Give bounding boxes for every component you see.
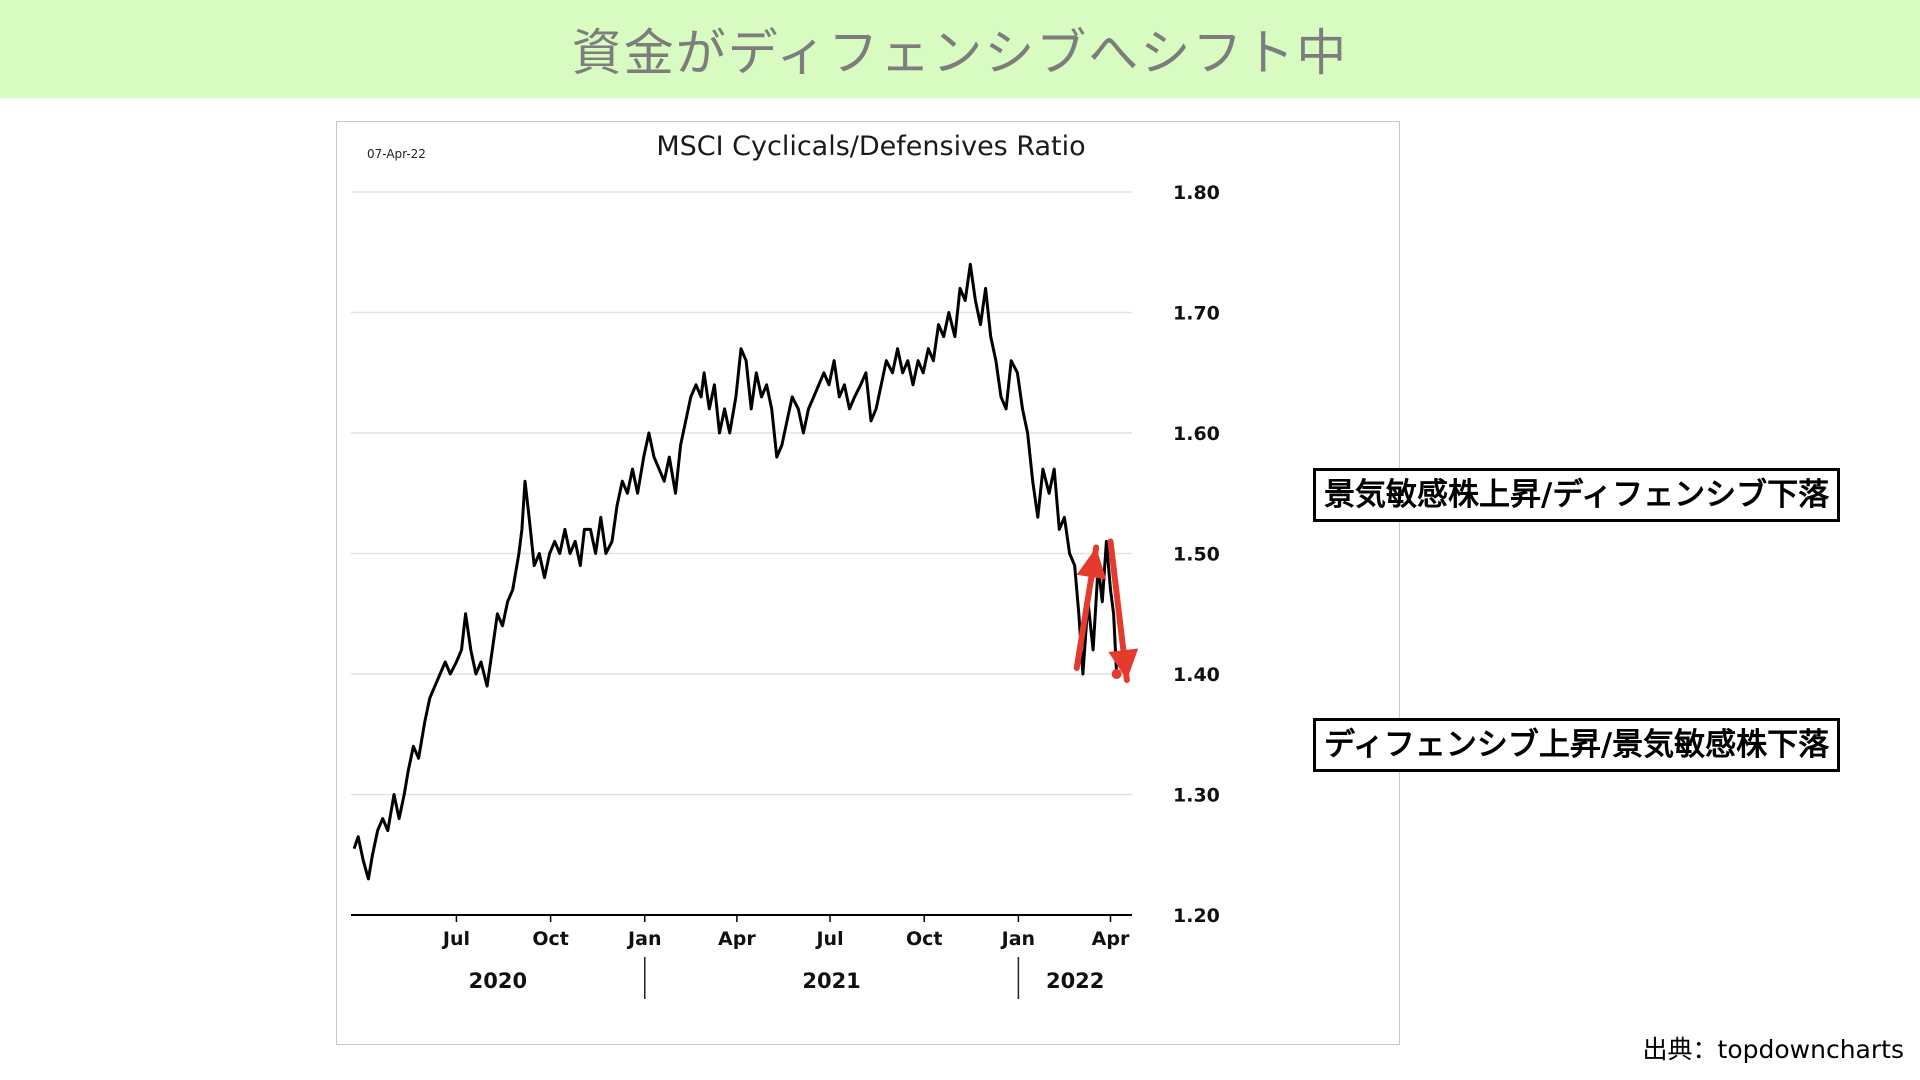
- year-label: 2020: [469, 969, 527, 993]
- chart-svg: 1.20 1.30 1.40 1.50 1.60 1.70 1.80 Jul Oct Jan Apr…: [351, 131, 1220, 999]
- y-tick-label: 1.20: [1173, 905, 1220, 927]
- arrow-up-head: [1076, 547, 1107, 580]
- x-tick-label: Jul: [441, 928, 470, 950]
- x-tick-label: Oct: [906, 928, 943, 950]
- last-point-marker: [1111, 669, 1122, 679]
- chart-frame: 1.20 1.30 1.40 1.50 1.60 1.70 1.80 Jul Oct Jan Apr…: [336, 121, 1400, 1045]
- callout-defensives-up: ディフェンシブ上昇/景気敏感株下落: [1313, 718, 1841, 772]
- source-credit: 出典：topdowncharts: [1642, 1035, 1904, 1064]
- arrow-down-head: [1108, 648, 1139, 681]
- header-banner: 資金がディフェンシブへシフト中: [0, 0, 1920, 98]
- x-tick-label: Oct: [532, 928, 569, 950]
- y-tick-label: 1.70: [1173, 303, 1220, 325]
- x-tick-label: Apr: [718, 928, 756, 950]
- callout-cyclicals-up: 景気敏感株上昇/ディフェンシブ下落: [1313, 468, 1841, 522]
- y-tick-label: 1.40: [1173, 664, 1220, 686]
- x-tick-label: Jul: [814, 928, 843, 950]
- y-tick-label: 1.60: [1173, 423, 1220, 445]
- chart-date-label: 07-Apr-22: [367, 147, 426, 161]
- page-title: 資金がディフェンシブへシフト中: [571, 24, 1349, 82]
- series-line: [352, 262, 1119, 881]
- x-tick-label: Jan: [1000, 928, 1035, 950]
- year-label: 2022: [1046, 969, 1104, 993]
- y-tick-label: 1.50: [1173, 544, 1220, 566]
- y-tick-label: 1.80: [1173, 182, 1220, 204]
- year-label: 2021: [802, 969, 860, 993]
- chart-title: MSCI Cyclicals/Defensives Ratio: [656, 131, 1085, 162]
- y-tick-label: 1.30: [1173, 785, 1220, 807]
- x-tick-label: Apr: [1092, 928, 1130, 950]
- x-tick-label: Jan: [626, 928, 661, 950]
